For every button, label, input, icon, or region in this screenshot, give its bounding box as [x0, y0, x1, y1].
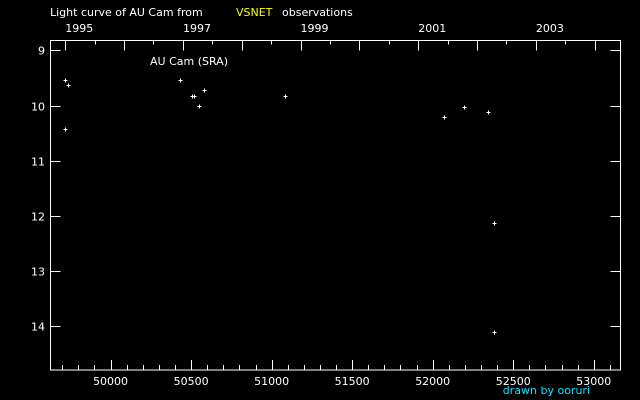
data-point: [202, 88, 207, 93]
data-point: [283, 94, 288, 99]
top-year-label: 1999: [301, 22, 329, 35]
x-tick-label: 53000: [576, 375, 611, 388]
data-point: [492, 221, 497, 226]
chart-title-source: VSNET: [236, 6, 273, 19]
x-tick-label: 51000: [254, 375, 289, 388]
data-point: [63, 127, 68, 132]
data-point: [486, 110, 491, 115]
plot-frame: [50, 40, 621, 371]
chart-title-prefix: Light curve of AU Cam from: [50, 6, 203, 19]
data-point: [462, 105, 467, 110]
y-tick-label: 13: [31, 266, 45, 279]
y-tick-label: 10: [31, 101, 45, 114]
x-tick-label: 52000: [415, 375, 450, 388]
data-point: [178, 78, 183, 83]
y-tick-label: 11: [31, 156, 45, 169]
data-point: [192, 94, 197, 99]
y-tick-label: 14: [31, 321, 45, 334]
top-year-label: 2001: [418, 22, 446, 35]
credit-label: drawn by ooruri: [503, 384, 590, 397]
x-tick-label: 52500: [496, 375, 531, 388]
top-year-label: 2003: [536, 22, 564, 35]
data-point: [442, 115, 447, 120]
data-point: [63, 78, 68, 83]
top-year-label: 1997: [183, 22, 211, 35]
x-tick-label: 50000: [93, 375, 128, 388]
chart-title-suffix: observations: [282, 6, 353, 19]
x-tick-label: 50500: [174, 375, 209, 388]
y-tick-label: 12: [31, 211, 45, 224]
series-label: AU Cam (SRA): [150, 55, 228, 68]
y-tick-label: 9: [38, 45, 45, 58]
data-point: [197, 104, 202, 109]
data-point: [66, 83, 71, 88]
x-tick-label: 51500: [335, 375, 370, 388]
top-year-label: 1995: [65, 22, 93, 35]
data-point: [492, 330, 497, 335]
